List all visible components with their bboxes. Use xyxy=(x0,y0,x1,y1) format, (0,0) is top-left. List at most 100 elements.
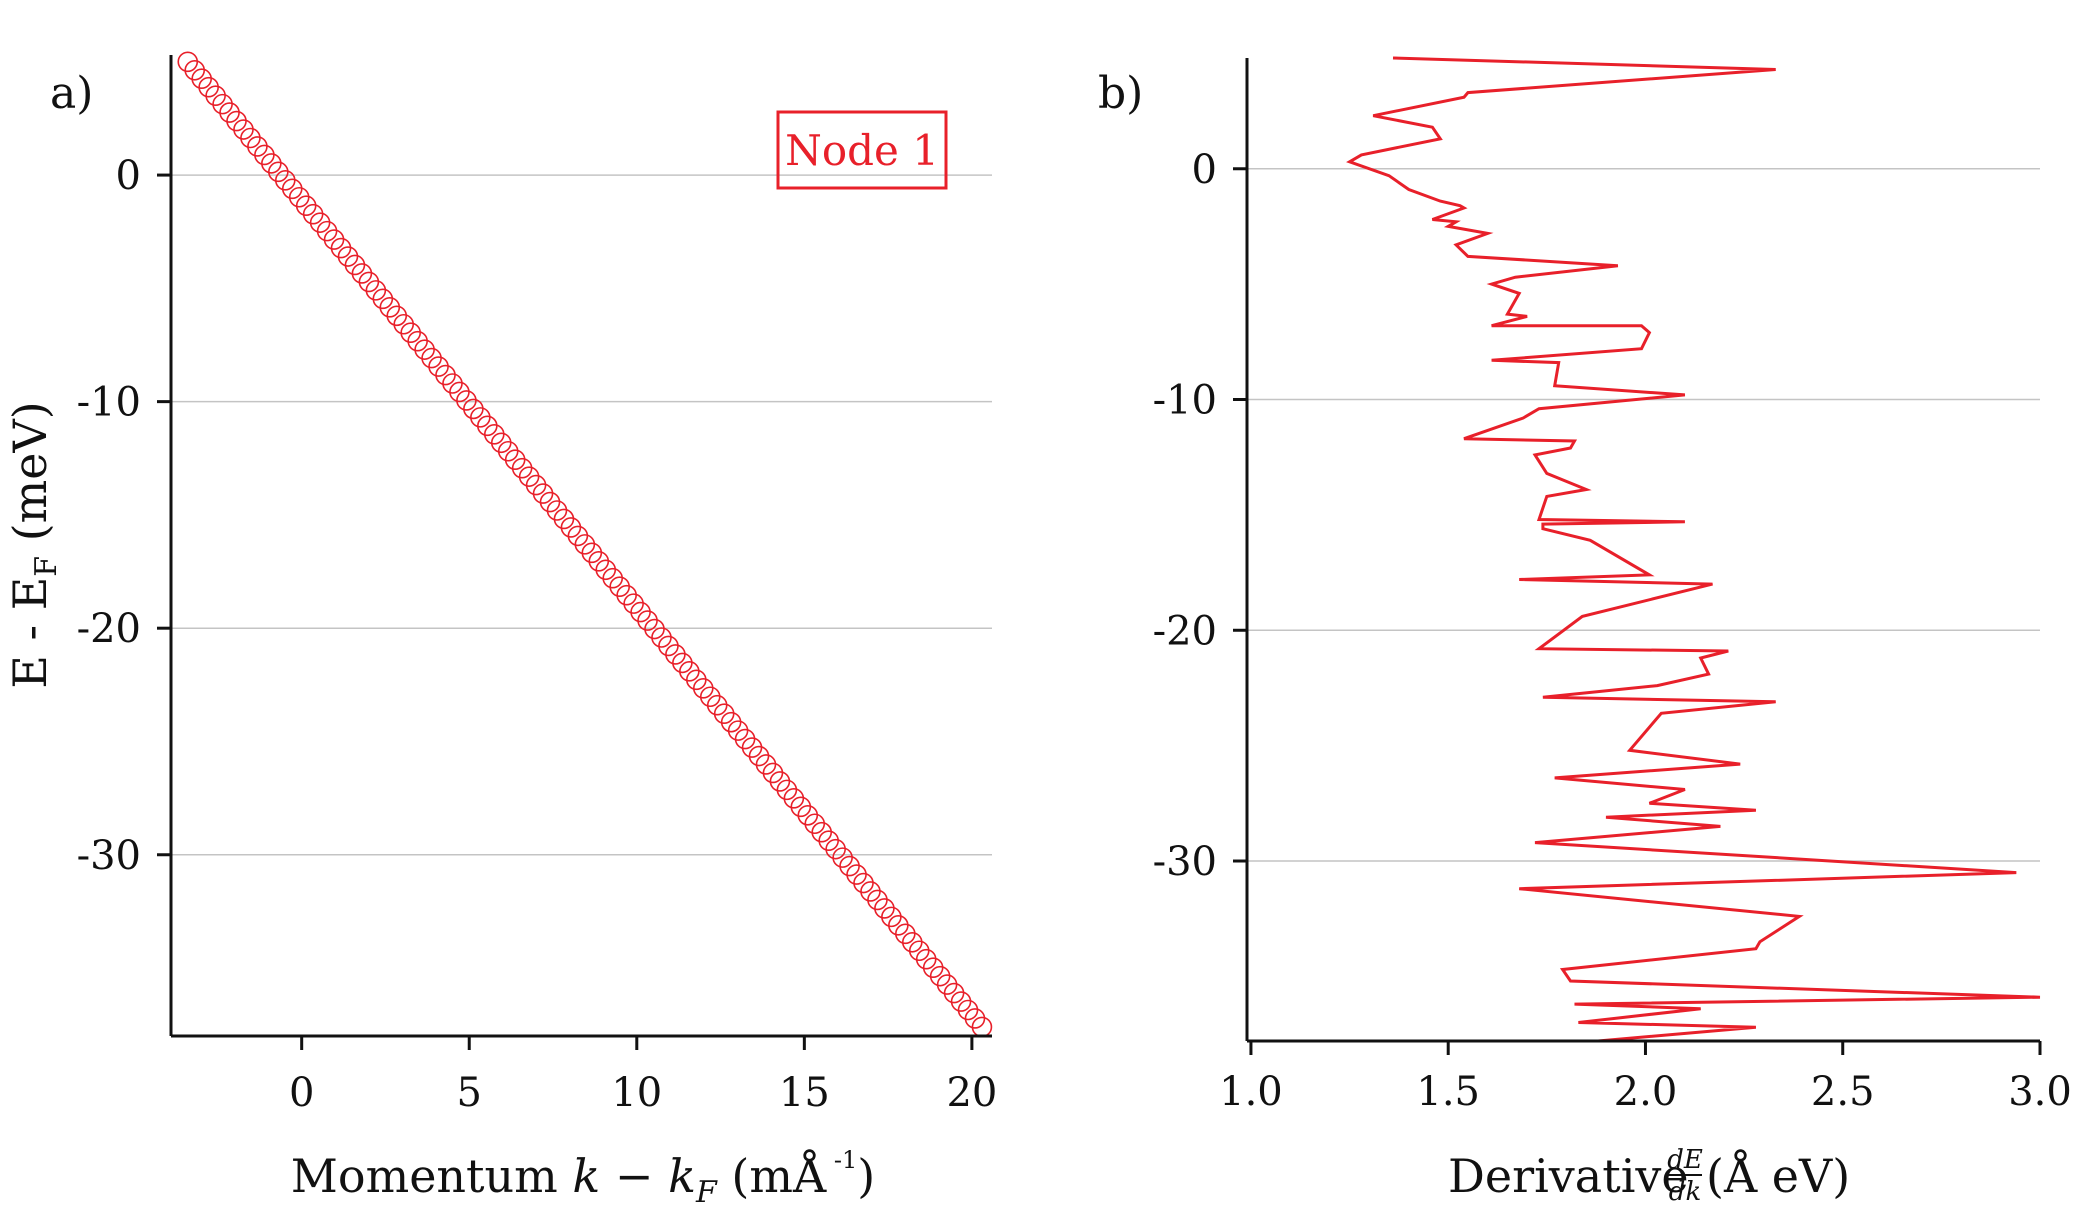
x-title-var2: k xyxy=(668,1149,696,1203)
x-title-op: − xyxy=(600,1149,668,1203)
data-point xyxy=(818,830,839,851)
panel-a-y-tick-label: -20 xyxy=(77,606,141,652)
data-point xyxy=(581,542,603,564)
data-point xyxy=(302,203,324,225)
data-point xyxy=(686,669,707,691)
x-title-var: k xyxy=(572,1149,600,1203)
x-title-unit-close: ) xyxy=(857,1149,875,1203)
data-point xyxy=(490,432,512,454)
data-point xyxy=(957,999,979,1021)
data-point xyxy=(658,635,679,657)
data-point xyxy=(609,576,630,597)
data-point xyxy=(567,525,589,547)
data-point xyxy=(337,246,359,267)
data-point xyxy=(177,51,199,73)
data-point xyxy=(950,991,972,1012)
data-point xyxy=(553,508,575,530)
data-point xyxy=(915,948,937,970)
data-point xyxy=(679,661,700,682)
panel-b-y-tick-label: -30 xyxy=(1153,839,1217,885)
y-title-unit: (meV) xyxy=(3,401,57,556)
data-point xyxy=(449,381,470,403)
data-point xyxy=(922,957,944,978)
panel-b-x-tick-label: 1.5 xyxy=(1416,1069,1480,1115)
derivative-line xyxy=(1346,56,2041,1043)
panel-b-x-tick-label: 2.5 xyxy=(1811,1069,1875,1115)
data-point xyxy=(546,500,568,521)
data-point xyxy=(672,652,693,674)
data-point xyxy=(825,838,846,860)
data-point xyxy=(295,195,317,217)
data-point xyxy=(288,186,310,208)
data-point xyxy=(748,745,770,767)
data-point xyxy=(637,610,658,631)
panel-a-markers xyxy=(177,51,993,1038)
data-point xyxy=(525,474,547,496)
data-point xyxy=(713,703,735,724)
data-point xyxy=(734,728,756,750)
data-point xyxy=(274,170,296,191)
panel-a-y-tick-label: 0 xyxy=(116,153,141,199)
data-point xyxy=(797,804,819,826)
data-point xyxy=(846,864,867,885)
data-point xyxy=(574,534,596,555)
x-title-unit-open: (mÅ xyxy=(717,1148,827,1203)
data-point xyxy=(651,627,672,648)
data-point xyxy=(358,271,380,293)
data-point xyxy=(755,754,777,775)
b-x-title-main: Derivative xyxy=(1448,1149,1689,1203)
panel-b-x-ticks: 1.0 1.5 2.0 2.5 3.0 xyxy=(1219,1041,2072,1115)
data-point xyxy=(435,364,456,386)
panel-b-y-tick-label: -20 xyxy=(1153,608,1217,654)
panel-a-x-tick-label: 5 xyxy=(457,1070,482,1116)
node-annotation-box xyxy=(776,110,948,190)
panel-a-x-title: Momentum k − kF (mÅ -1) xyxy=(291,1146,875,1205)
data-point xyxy=(205,85,226,106)
data-point xyxy=(699,686,721,708)
data-point xyxy=(184,59,206,81)
data-point xyxy=(191,68,212,90)
data-point xyxy=(692,677,714,699)
data-point xyxy=(720,711,742,733)
data-point xyxy=(881,906,902,928)
data-point xyxy=(400,322,421,344)
derivative-fraction: dE dk xyxy=(1667,1145,1703,1205)
node-annotation: Node 1 xyxy=(785,126,939,175)
panel-b-label: b) xyxy=(1098,68,1143,119)
y-title-main: E - E xyxy=(3,577,57,689)
data-point xyxy=(644,618,665,640)
data-point xyxy=(901,931,923,953)
data-point xyxy=(762,762,784,784)
data-point xyxy=(428,356,449,377)
data-point xyxy=(895,923,916,945)
panel-b-gridlines xyxy=(1247,168,2040,862)
panel-b-x-tick-label: 1.0 xyxy=(1219,1069,1283,1115)
x-title-sub: F xyxy=(695,1175,718,1205)
data-point xyxy=(853,872,874,894)
data-point xyxy=(407,330,428,352)
panel-a-gridlines xyxy=(171,174,992,856)
panel-b-x-title: Derivative xyxy=(1448,1149,1689,1203)
panel-b-y-tick-label: 0 xyxy=(1192,147,1217,193)
fraction-denominator: dk xyxy=(1669,1177,1701,1205)
panel-a-y-tick-label: -10 xyxy=(77,380,141,426)
panel-a: 0 5 10 15 20 0 -10 -20 -30 a) Node 1 Momentum k… xyxy=(3,51,997,1205)
data-point xyxy=(309,212,331,233)
data-point xyxy=(504,449,526,471)
data-point xyxy=(379,297,401,318)
panel-b: 1.0 1.5 2.0 2.5 3.0 0 -10 -20 -30 b) Derivative… xyxy=(1098,56,2072,1205)
data-point xyxy=(665,644,686,665)
data-point xyxy=(839,855,860,877)
data-point xyxy=(240,127,261,149)
panel-a-x-tick-label: 20 xyxy=(946,1070,997,1116)
data-point xyxy=(219,102,240,123)
x-title-prefix: Momentum xyxy=(291,1149,573,1203)
data-point xyxy=(776,779,798,801)
data-point xyxy=(344,254,366,276)
panel-b-x-tick-label: 3.0 xyxy=(2008,1069,2072,1115)
data-point xyxy=(943,982,965,1004)
data-point xyxy=(421,347,442,369)
data-point xyxy=(616,584,637,606)
data-point xyxy=(936,974,958,995)
